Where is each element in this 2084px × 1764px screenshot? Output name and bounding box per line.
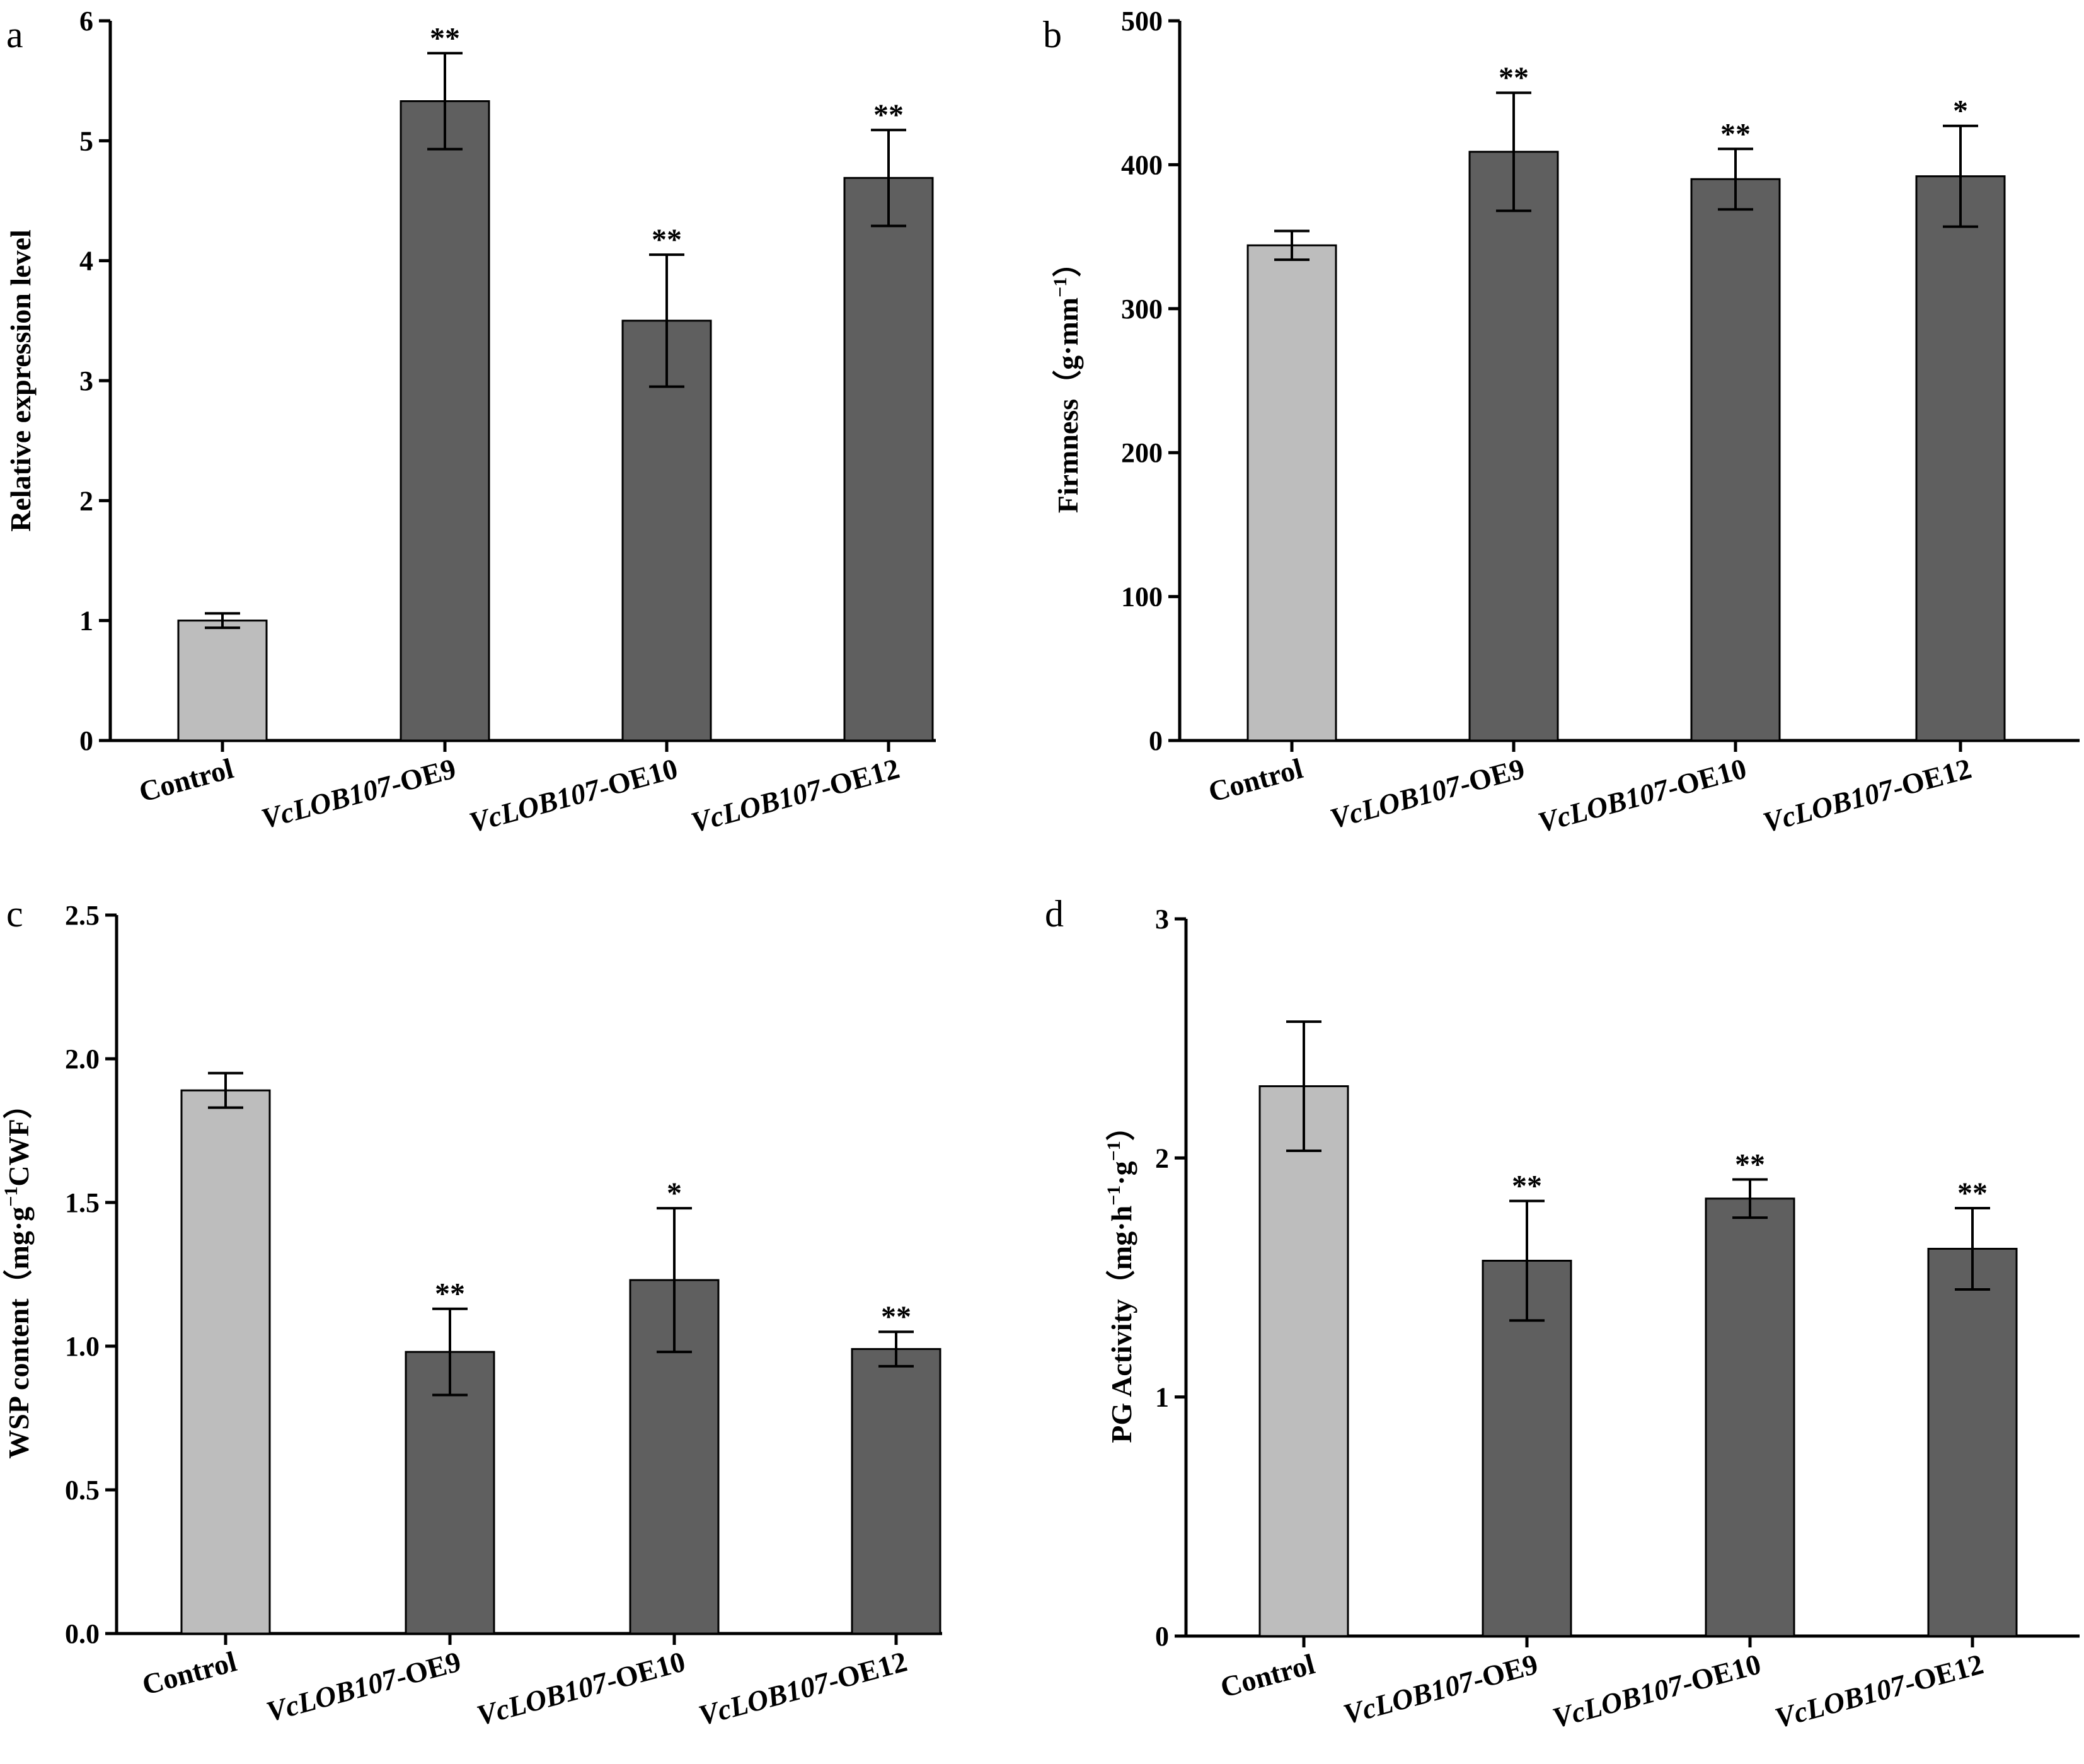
panel-c-ytick-label: 0.0 bbox=[65, 1618, 100, 1649]
panel-c-significance-4: ** bbox=[881, 1300, 911, 1334]
panel-a-category-label: VcLOB107-OE10 bbox=[466, 752, 681, 838]
panel-c-category-label: VcLOB107-OE9 bbox=[263, 1645, 464, 1727]
panel-a-ytick-label: 6 bbox=[79, 6, 93, 37]
panel-d-bar-4 bbox=[1927, 1247, 2018, 1637]
panel-a-bar-4 bbox=[843, 176, 934, 742]
panel-a-ytick-label: 3 bbox=[79, 366, 93, 396]
panel-a-ytick-label: 5 bbox=[79, 125, 93, 156]
panel-b-category-label: VcLOB107-OE12 bbox=[1759, 752, 1975, 838]
panel-c-ytick-label: 1.0 bbox=[65, 1331, 100, 1362]
panel-d-category-label: Control bbox=[1217, 1647, 1318, 1703]
panel-b-category-label: Control bbox=[1205, 752, 1306, 808]
panel-d-category-label: VcLOB107-OE9 bbox=[1340, 1647, 1541, 1730]
panel-a-bar-2 bbox=[400, 100, 490, 742]
panel-b-significance-3: ** bbox=[1720, 117, 1751, 151]
panel-a-significance-3: ** bbox=[652, 223, 682, 257]
panel-a-y-axis-label: Relative expression level bbox=[4, 229, 37, 532]
panel-a-bar-1 bbox=[177, 620, 268, 742]
panel-c-y-axis-label: WSP content（mg·g−1CWF） bbox=[1, 1090, 35, 1458]
panel-d-ytick-label: 0 bbox=[1155, 1621, 1169, 1652]
panel-c-ytick-label: 0.5 bbox=[65, 1475, 100, 1506]
panel-a-category-label: VcLOB107-OE9 bbox=[258, 752, 459, 834]
panel-d-y-axis-label: PG Activity（mg·h−1·g−1） bbox=[1103, 1112, 1137, 1443]
panel-d-ytick-label: 3 bbox=[1155, 904, 1169, 935]
panel-b-bar-4 bbox=[1915, 175, 2006, 742]
panel-d-category-label: VcLOB107-OE10 bbox=[1549, 1647, 1764, 1734]
panel-b-ytick-label: 400 bbox=[1121, 149, 1163, 180]
panel-c-significance-3: * bbox=[667, 1177, 682, 1210]
panel-c-ytick-label: 2.5 bbox=[65, 900, 100, 931]
panel-a-significance-4: ** bbox=[873, 98, 904, 132]
panel-b-ytick-label: 200 bbox=[1121, 437, 1163, 468]
panel-b-ytick-label: 0 bbox=[1149, 725, 1163, 756]
panel-b-significance-2: ** bbox=[1499, 61, 1529, 95]
panel-c-category-label: VcLOB107-OE12 bbox=[695, 1645, 911, 1731]
panel-c-bar-4 bbox=[851, 1348, 941, 1635]
panel-d-bar-2 bbox=[1482, 1259, 1572, 1637]
panel-c-significance-2: ** bbox=[435, 1277, 465, 1311]
panel-a-ytick-label: 4 bbox=[79, 246, 93, 277]
panel-c-bar-1 bbox=[180, 1089, 271, 1635]
panel-b-bar-3 bbox=[1690, 178, 1781, 742]
panel-b-category-label: VcLOB107-OE10 bbox=[1534, 752, 1750, 838]
panel-c-letter: c bbox=[6, 893, 23, 935]
panel-c-ytick-label: 2.0 bbox=[65, 1044, 100, 1075]
panel-b-y-axis-label: Firmness（g·mm−1） bbox=[1050, 248, 1084, 514]
panel-d-letter: d bbox=[1045, 893, 1064, 935]
panel-d-ytick-label: 2 bbox=[1155, 1143, 1169, 1173]
panel-d-bar-1 bbox=[1258, 1085, 1349, 1637]
panel-c-bar-2 bbox=[405, 1351, 495, 1635]
panel-b-significance-4: * bbox=[1953, 95, 1968, 128]
panel-d-bar-3 bbox=[1705, 1197, 1795, 1637]
panel-a-category-label: Control bbox=[135, 752, 237, 808]
panel-a-ytick-label: 0 bbox=[79, 725, 93, 756]
panel-a-significance-2: ** bbox=[430, 21, 460, 55]
panel-b-letter: b bbox=[1043, 14, 1062, 55]
panel-d-significance-4: ** bbox=[1957, 1177, 1988, 1210]
panel-a-letter: a bbox=[6, 14, 23, 55]
panel-a-category-label: VcLOB107-OE12 bbox=[688, 752, 903, 838]
panel-b-bar-2 bbox=[1468, 151, 1559, 742]
panel-b-category-label: VcLOB107-OE9 bbox=[1327, 752, 1528, 834]
panel-c-category-label: Control bbox=[139, 1645, 240, 1701]
panel-d-ytick-label: 1 bbox=[1155, 1382, 1169, 1413]
panel-b-ytick-label: 300 bbox=[1121, 294, 1163, 325]
panel-a-ytick-label: 1 bbox=[79, 606, 93, 637]
panel-b-bar-1 bbox=[1246, 244, 1337, 742]
panel-d-significance-3: ** bbox=[1735, 1148, 1765, 1181]
panel-b-ytick-label: 500 bbox=[1121, 6, 1163, 37]
panel-b-ytick-label: 100 bbox=[1121, 582, 1163, 613]
panel-a-ytick-label: 2 bbox=[79, 485, 93, 516]
panel-d-significance-2: ** bbox=[1512, 1170, 1542, 1203]
panel-d-category-label: VcLOB107-OE12 bbox=[1771, 1647, 1987, 1734]
panel-c-category-label: VcLOB107-OE10 bbox=[473, 1645, 689, 1731]
panel-a-bar-3 bbox=[621, 320, 712, 742]
panel-c-ytick-label: 1.5 bbox=[65, 1187, 100, 1218]
